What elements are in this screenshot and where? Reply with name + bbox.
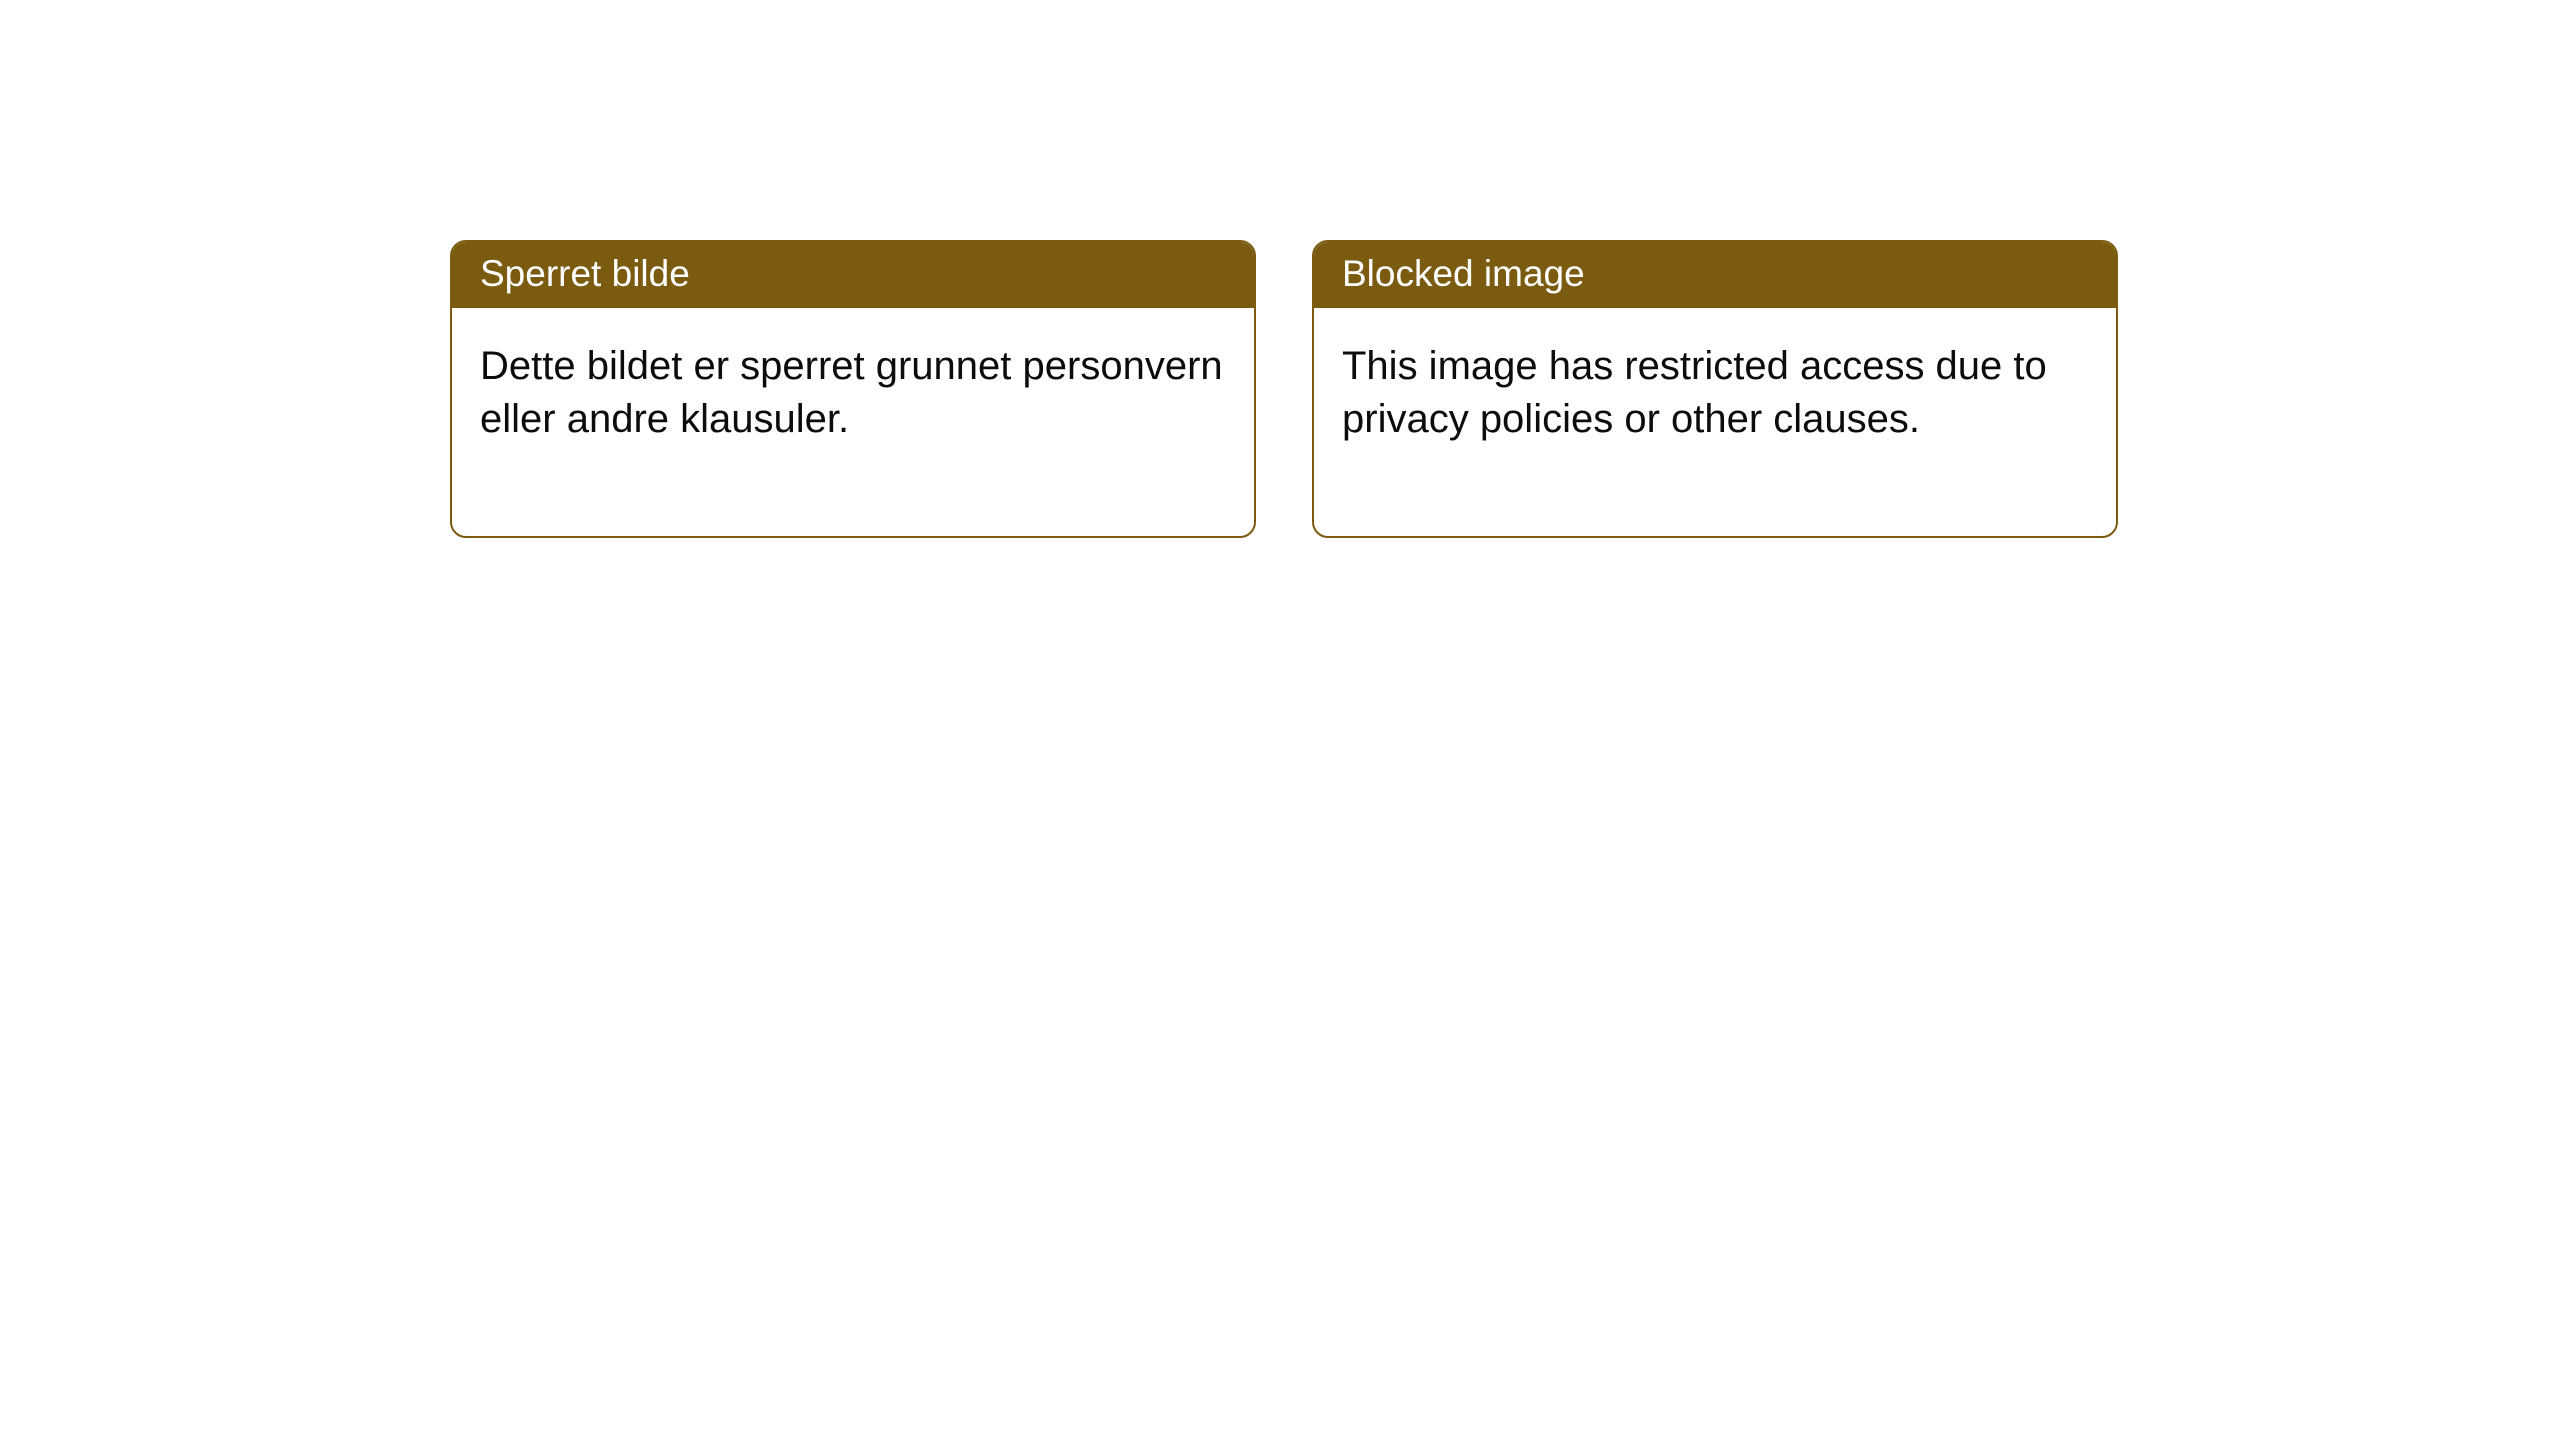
notice-body: This image has restricted access due to … bbox=[1314, 308, 2116, 536]
notice-card-norwegian: Sperret bilde Dette bildet er sperret gr… bbox=[450, 240, 1256, 538]
notice-header: Sperret bilde bbox=[452, 242, 1254, 308]
notice-container: Sperret bilde Dette bildet er sperret gr… bbox=[0, 0, 2560, 538]
notice-body: Dette bildet er sperret grunnet personve… bbox=[452, 308, 1254, 536]
notice-header: Blocked image bbox=[1314, 242, 2116, 308]
notice-card-english: Blocked image This image has restricted … bbox=[1312, 240, 2118, 538]
